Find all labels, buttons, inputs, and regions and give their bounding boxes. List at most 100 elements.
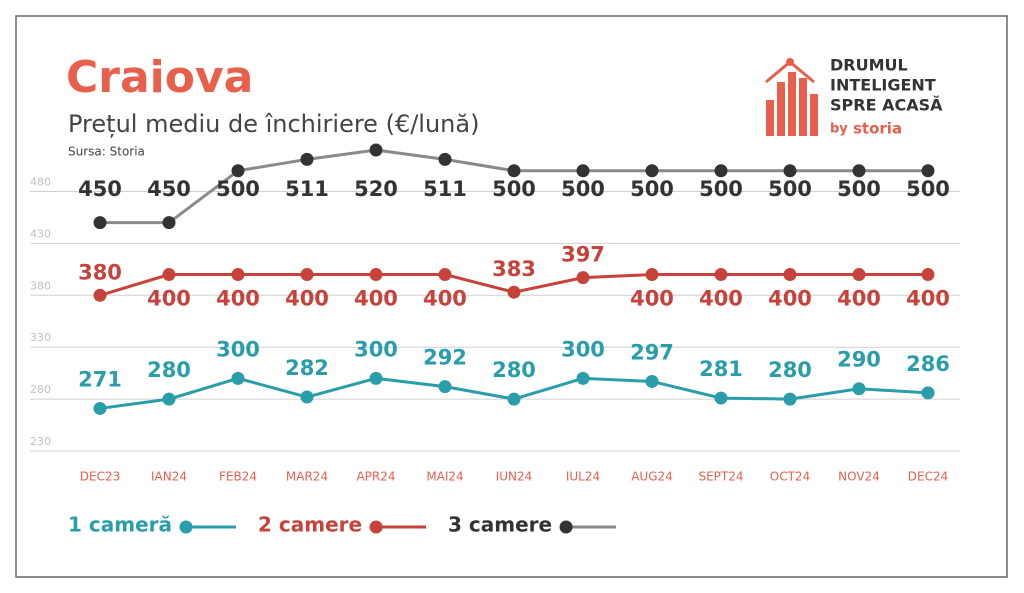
x-tick-label: AUG24: [631, 470, 673, 484]
chart-title: Craiova: [66, 52, 253, 103]
logo-text: SPRE ACASĂ: [830, 96, 943, 115]
data-label: 300: [561, 337, 605, 361]
data-point: [507, 285, 521, 299]
data-point: [162, 392, 176, 406]
data-label: 397: [561, 243, 605, 267]
data-label: 400: [699, 287, 743, 311]
data-label: 281: [699, 357, 743, 381]
data-point: [507, 392, 521, 406]
data-label: 400: [906, 287, 950, 311]
data-point: [921, 386, 935, 400]
data-label: 450: [78, 177, 122, 201]
data-label: 282: [285, 356, 329, 380]
logo-bar: [766, 100, 774, 136]
logo-brand: storia: [853, 120, 902, 138]
logo-text: INTELIGENT: [830, 76, 936, 95]
data-label: 286: [906, 352, 950, 376]
data-point: [231, 268, 245, 282]
data-point: [300, 152, 314, 166]
data-point: [507, 164, 521, 178]
data-point: [300, 390, 314, 404]
y-tick-label: 330: [30, 331, 51, 344]
data-point: [369, 268, 383, 282]
data-label: 300: [216, 337, 260, 361]
y-tick-label: 380: [30, 279, 51, 292]
data-label: 380: [78, 260, 122, 284]
data-point: [93, 216, 107, 230]
data-label: 520: [354, 177, 398, 201]
x-tick-label: IUN24: [496, 470, 533, 484]
data-point: [369, 143, 383, 157]
x-tick-label: DEC23: [80, 470, 120, 484]
data-label: 500: [699, 177, 743, 201]
y-tick-label: 480: [30, 176, 51, 189]
data-point: [162, 268, 176, 282]
x-tick-label: IAN24: [151, 470, 187, 484]
logo-by: by: [830, 122, 848, 137]
logo-bar: [799, 78, 807, 136]
x-tick-label: FEB24: [219, 470, 257, 484]
data-point: [162, 216, 176, 230]
data-label: 511: [285, 177, 329, 201]
data-point: [576, 164, 590, 178]
data-point: [645, 374, 659, 388]
data-label: 280: [768, 358, 812, 382]
data-label: 500: [837, 177, 881, 201]
x-tick-label: MAR24: [286, 470, 328, 484]
data-label: 511: [423, 177, 467, 201]
legend-dot: [559, 520, 573, 534]
data-label: 500: [216, 177, 260, 201]
data-label: 400: [216, 287, 260, 311]
data-label: 300: [354, 337, 398, 361]
data-label: 500: [906, 177, 950, 201]
data-point: [852, 268, 866, 282]
data-point: [852, 164, 866, 178]
data-label: 400: [837, 287, 881, 311]
data-point: [852, 382, 866, 396]
data-point: [783, 164, 797, 178]
y-tick-label: 230: [30, 435, 51, 448]
logo-bar: [810, 94, 818, 136]
data-label: 500: [561, 177, 605, 201]
data-point: [576, 371, 590, 385]
data-point: [93, 401, 107, 415]
legend-label: 3 camere: [448, 513, 552, 537]
data-label: 400: [423, 287, 467, 311]
legend-dot: [179, 520, 193, 534]
x-tick-label: APR24: [356, 470, 395, 484]
data-label: 290: [837, 348, 881, 372]
data-point: [369, 371, 383, 385]
data-point: [93, 288, 107, 302]
data-label: 400: [768, 287, 812, 311]
data-point: [714, 391, 728, 405]
data-point: [921, 268, 935, 282]
data-point: [438, 380, 452, 394]
data-point: [438, 268, 452, 282]
data-label: 400: [285, 287, 329, 311]
x-tick-label: DEC24: [908, 470, 948, 484]
data-point: [231, 164, 245, 178]
data-label: 280: [147, 358, 191, 382]
chart-subtitle: Prețul mediu de închiriere (€/lună): [68, 110, 479, 138]
legend-label: 1 cameră: [68, 513, 172, 537]
logo: DRUMUL INTELIGENT SPRE ACASĂ by storia: [765, 56, 943, 138]
source: Sursa: Storia: [68, 145, 145, 159]
data-point: [645, 164, 659, 178]
data-label: 297: [630, 340, 674, 364]
logo-bar: [788, 72, 796, 136]
data-point: [714, 164, 728, 178]
y-tick-label: 280: [30, 383, 51, 396]
data-point: [783, 268, 797, 282]
logo-dot: [786, 58, 794, 66]
data-label: 500: [768, 177, 812, 201]
data-label: 271: [78, 367, 122, 391]
y-tick-label: 430: [30, 227, 51, 240]
data-label: 383: [492, 257, 536, 281]
data-label: 292: [423, 346, 467, 370]
legend-label: 2 camere: [258, 513, 362, 537]
data-label: 500: [630, 177, 674, 201]
data-label: 400: [354, 287, 398, 311]
data-label: 280: [492, 358, 536, 382]
data-point: [645, 268, 659, 282]
